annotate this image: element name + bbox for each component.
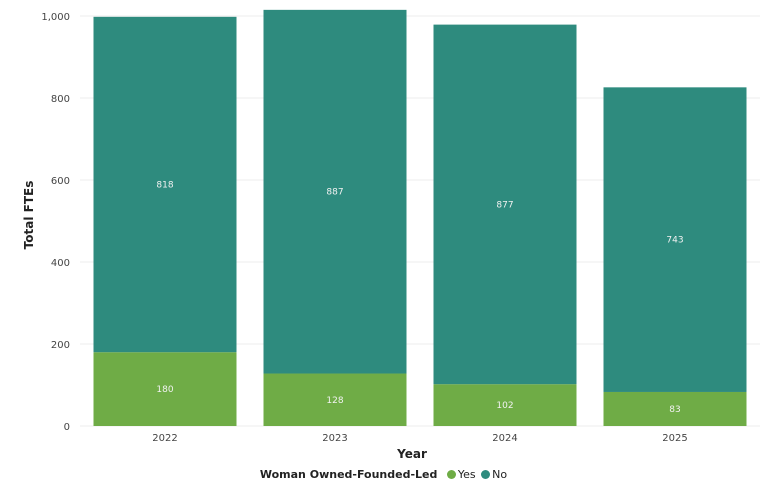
bar-yes-2025[interactable]	[603, 391, 747, 426]
data-label: 743	[666, 236, 683, 246]
x-tick-label: 2025	[662, 433, 687, 444]
data-label: 180	[156, 385, 173, 395]
legend-dot-yes-icon	[446, 470, 456, 479]
legend-dot-no-icon	[481, 470, 491, 479]
bar-yes-2022[interactable]	[93, 352, 237, 426]
x-tick-label: 2023	[322, 433, 347, 444]
bar-no-2024[interactable]	[433, 24, 577, 385]
legend-title: Woman Owned-Founded-Led	[259, 468, 438, 481]
bar-no-2023[interactable]	[263, 9, 407, 374]
legend-label-no: No	[492, 468, 508, 481]
y-tick-label: 200	[51, 340, 70, 351]
data-label: 887	[326, 188, 343, 198]
x-axis: 2022 2023 2024 2025	[152, 433, 687, 444]
legend-label-yes: Yes	[457, 468, 476, 481]
bar-no-2022[interactable]	[93, 16, 237, 353]
bar-yes-2023[interactable]	[263, 373, 407, 426]
data-label: 877	[496, 200, 513, 210]
y-tick-label: 400	[51, 258, 70, 269]
y-tick-label: 800	[51, 94, 70, 105]
legend-item-no[interactable]: No	[481, 468, 507, 481]
x-axis-title: Year	[396, 447, 427, 461]
legend-item-yes[interactable]: Yes	[446, 468, 476, 481]
y-axis: 0 200 400 600 800 1,000	[41, 12, 70, 433]
data-label: 818	[156, 181, 173, 191]
x-tick-label: 2024	[492, 433, 517, 444]
bars	[93, 9, 747, 426]
y-tick-label: 600	[51, 176, 70, 187]
data-label: 83	[669, 405, 680, 415]
data-labels: 180 818 128 887 102 877 83 743	[156, 181, 683, 415]
y-axis-title: Total FTEs	[22, 181, 36, 250]
y-tick-label: 0	[64, 422, 70, 433]
y-tick-label: 1,000	[41, 12, 70, 23]
data-label: 128	[326, 396, 343, 406]
legend: Woman Owned-Founded-Led Yes No	[0, 468, 767, 481]
bar-yes-2024[interactable]	[433, 384, 577, 426]
data-label: 102	[496, 401, 513, 411]
x-tick-label: 2022	[152, 433, 177, 444]
bar-no-2025[interactable]	[603, 87, 747, 392]
